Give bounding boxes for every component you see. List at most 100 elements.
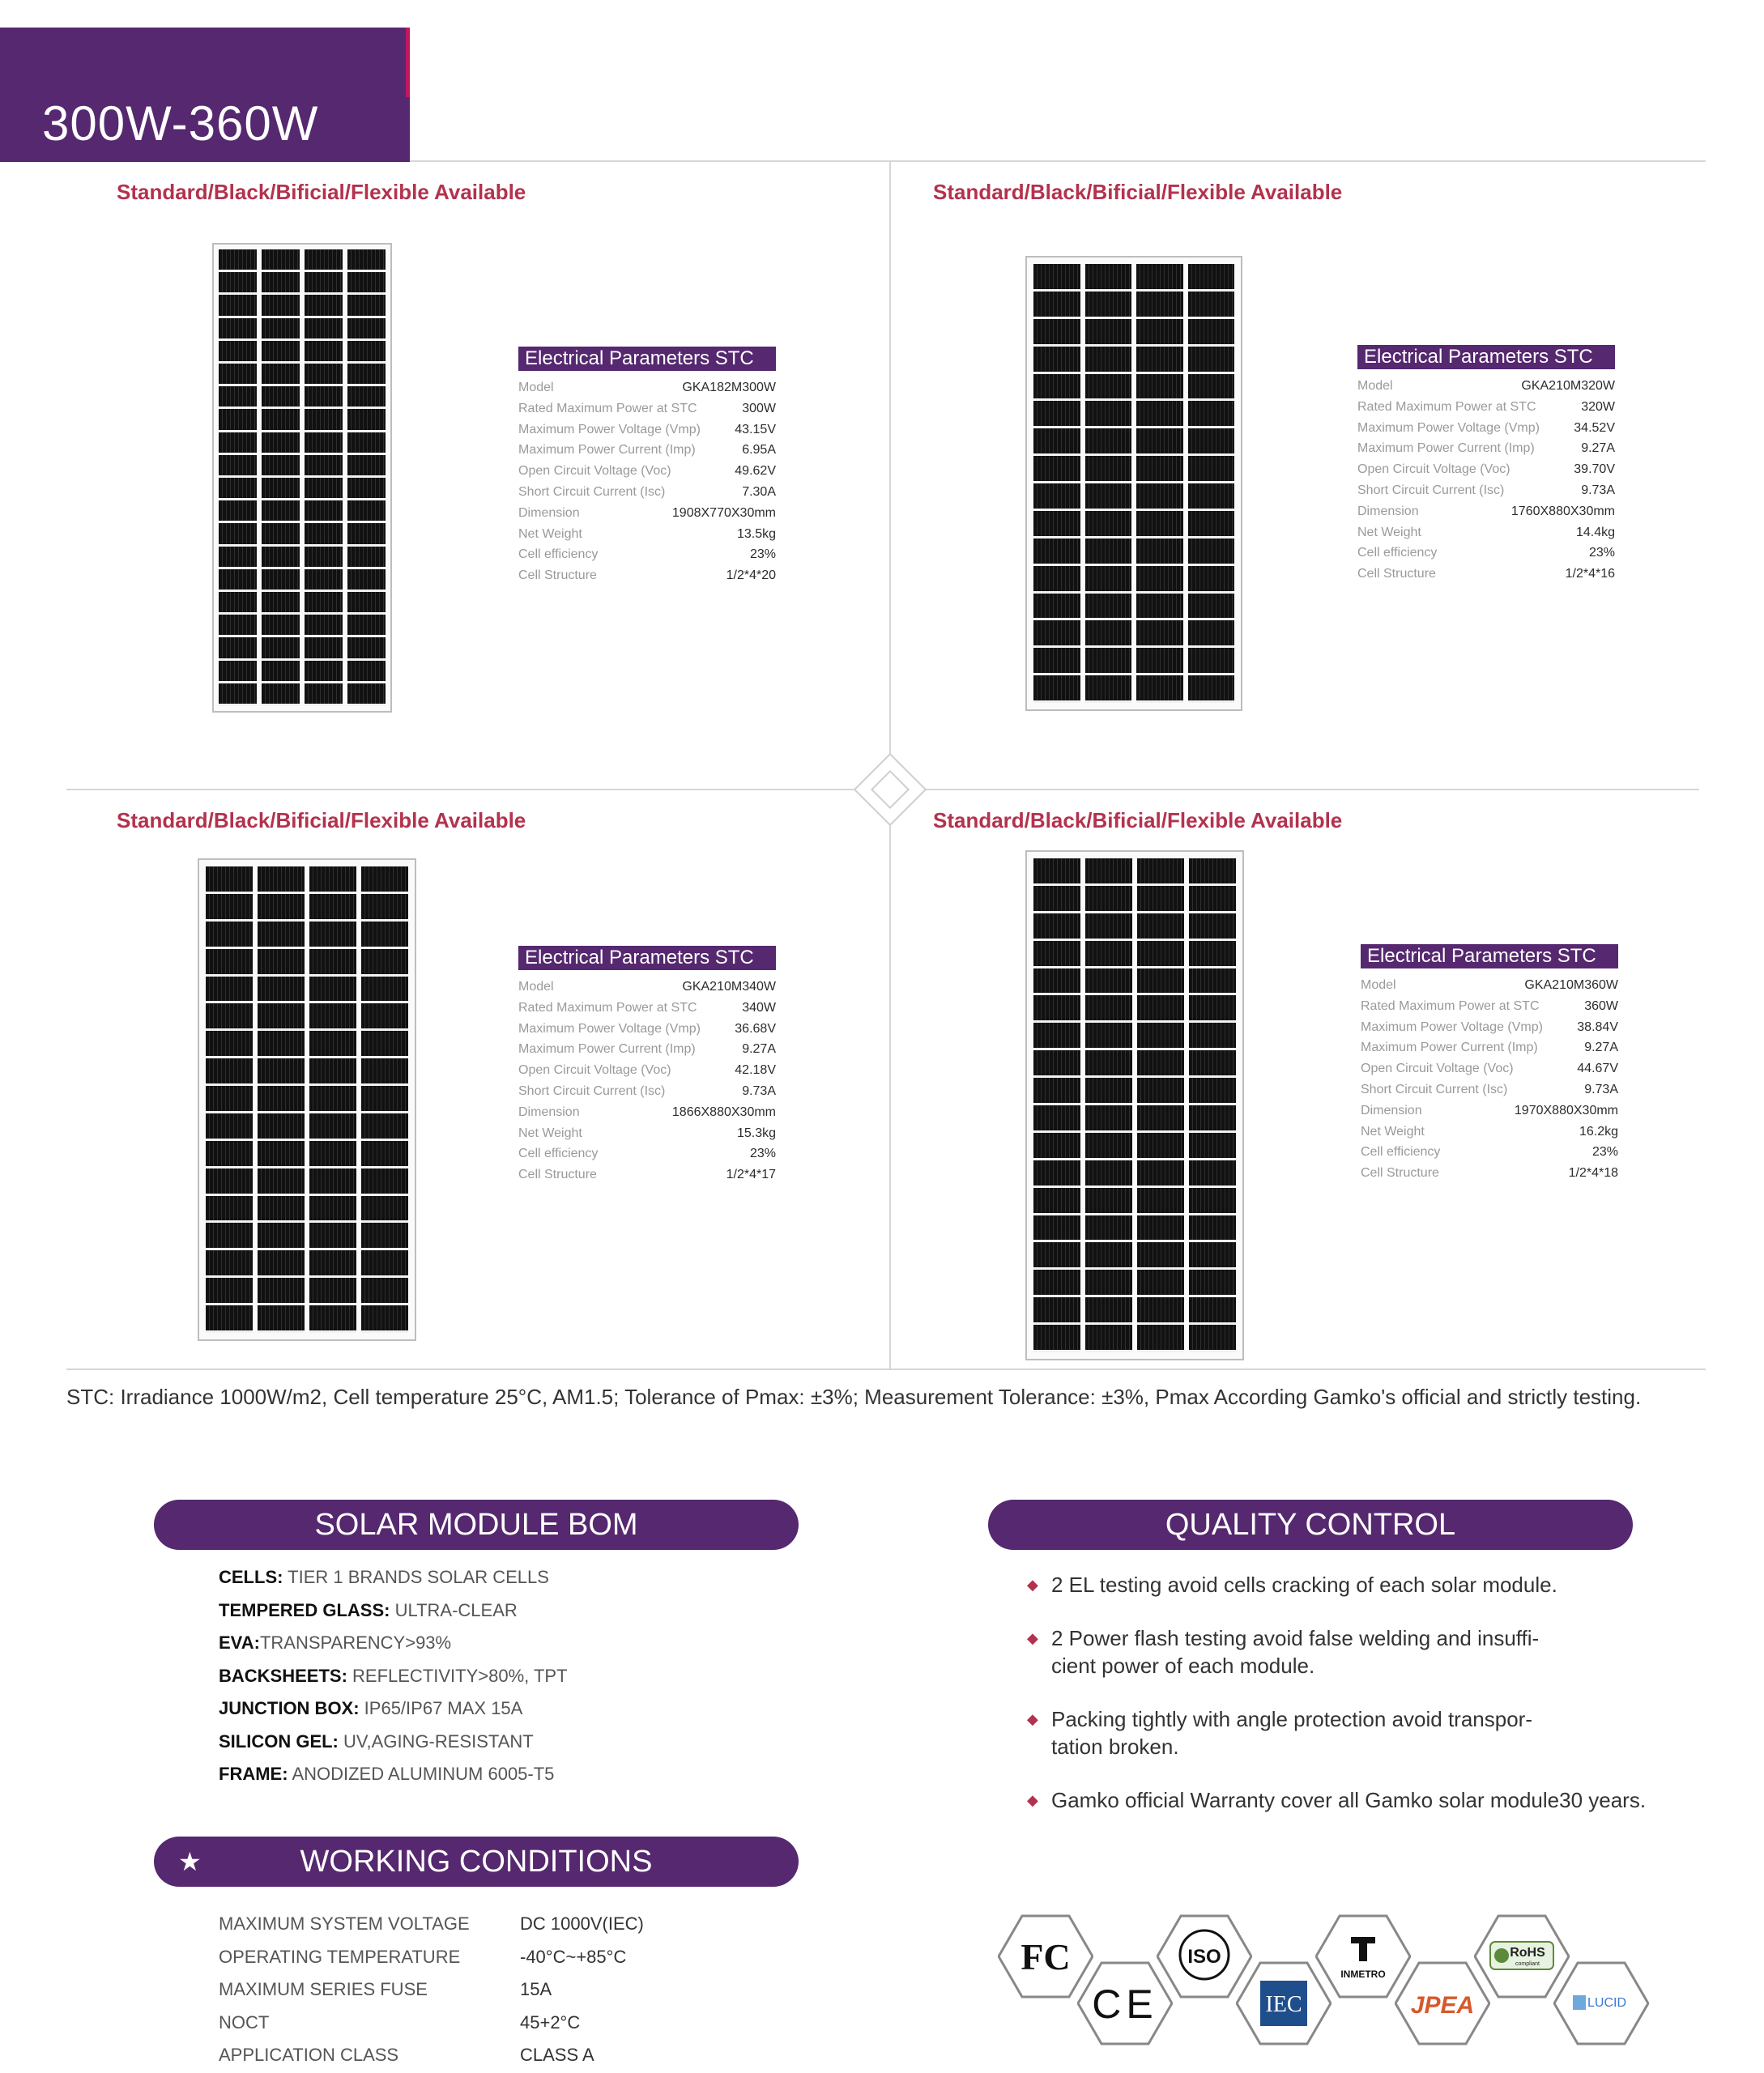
param-row: Dimension 1760X880X30mm: [1357, 501, 1615, 522]
param-row: Rated Maximum Power at STC 340W: [518, 998, 776, 1019]
param-value: 43.15V: [735, 422, 776, 436]
condition-label: APPLICATION CLASS: [219, 2045, 399, 2065]
quality-item: ◆ 2 Power flash testing avoid false weldi…: [1027, 1624, 1675, 1679]
param-value: GKA210M320W: [1521, 379, 1615, 393]
quality-title: QUALITY CONTROL: [1165, 1508, 1456, 1542]
param-label: Cell Structure: [518, 1168, 597, 1182]
param-value: 15.3kg: [736, 1126, 776, 1140]
top-divider: [410, 160, 1706, 162]
bom-value: REFLECTIVITY>80%, TPT: [347, 1665, 568, 1686]
bom-item: JUNCTION BOX: IP65/IP67 MAX 15A: [219, 1692, 568, 1726]
param-value: 1/2*4*17: [726, 1168, 776, 1182]
param-label: Net Weight: [1357, 525, 1421, 539]
param-label: Model: [1357, 379, 1393, 393]
param-value: 1970X880X30mm: [1514, 1103, 1618, 1117]
param-row: Model GKA210M340W: [518, 977, 776, 998]
param-row: Maximum Power Current (Imp) 9.27A: [518, 1039, 776, 1060]
bom-key: FRAME:: [219, 1764, 288, 1784]
param-label: Maximum Power Current (Imp): [1357, 441, 1535, 456]
param-row: Short Circuit Current (Isc) 9.73A: [518, 1081, 776, 1102]
param-label: Maximum Power Voltage (Vmp): [518, 1021, 701, 1036]
param-row: Net Weight 14.4kg: [1357, 522, 1615, 543]
param-label: Dimension: [1357, 504, 1419, 518]
quality-item-text: Gamko official Warranty cover all Gamko …: [1051, 1788, 1647, 1812]
quality-item-text: 2 Power flash testing avoid false weldin…: [1051, 1626, 1540, 1678]
solar-panel-image: [1025, 850, 1244, 1360]
rohs-logo: RoHS compliant: [1473, 1914, 1570, 1999]
param-value: 34.52V: [1574, 420, 1615, 435]
lucid-logo-text: LUCID: [1587, 1996, 1626, 2010]
param-row: Cell Structure 1/2*4*20: [518, 565, 776, 586]
param-row: Maximum Power Current (Imp) 9.27A: [1357, 438, 1615, 459]
bom-item: EVA:TRANSPARENCY>93%: [219, 1627, 568, 1660]
param-label: Maximum Power Voltage (Vmp): [1357, 420, 1540, 435]
params-title: Electrical Parameters STC: [518, 347, 776, 371]
param-label: Rated Maximum Power at STC: [518, 401, 697, 415]
bom-key: JUNCTION BOX:: [219, 1698, 360, 1718]
bom-item: CELLS: TIER 1 BRANDS SOLAR CELLS: [219, 1561, 568, 1594]
param-row: Short Circuit Current (Isc) 9.73A: [1357, 480, 1615, 501]
ce-logo: CE: [1076, 1961, 1174, 2045]
solar-panel-image: [198, 858, 416, 1341]
param-label: Short Circuit Current (Isc): [1357, 483, 1505, 497]
param-value: 44.67V: [1577, 1062, 1618, 1076]
param-value: 1908X770X30mm: [671, 505, 776, 520]
param-label: Net Weight: [1361, 1124, 1425, 1139]
param-row: Maximum Power Current (Imp) 9.27A: [1361, 1037, 1618, 1058]
param-value: 42.18V: [735, 1063, 776, 1078]
param-label: Short Circuit Current (Isc): [518, 484, 666, 499]
param-label: Cell Structure: [1357, 567, 1436, 581]
bom-value: IP65/IP67 MAX 15A: [359, 1698, 523, 1718]
condition-value: CLASS A: [520, 2045, 594, 2065]
header-band: [0, 28, 410, 162]
param-value: 49.62V: [735, 464, 776, 479]
iec-logo-text: IEC: [1265, 1992, 1302, 2017]
param-label: Cell Structure: [518, 568, 597, 583]
param-label: Model: [518, 381, 554, 394]
working-title: WORKING CONDITIONS: [300, 1845, 653, 1879]
condition-label: NOCT: [219, 2011, 270, 2033]
electrical-params-table: Electrical Parameters STC Model GKA210M340…: [518, 946, 776, 1185]
condition-label: MAXIMUM SYSTEM VOLTAGE: [219, 1913, 470, 1934]
param-row: Dimension 1970X880X30mm: [1361, 1100, 1618, 1122]
quality-item-text: Packing tightly with angle protection av…: [1051, 1707, 1532, 1759]
param-row: Short Circuit Current (Isc) 7.30A: [518, 482, 776, 503]
quality-item: ◆ 2 EL testing avoid cells cracking of ea…: [1027, 1571, 1675, 1598]
jpea-logo-text: JPEA: [1411, 1992, 1474, 2019]
param-value: 300W: [742, 401, 776, 415]
param-value: 340W: [742, 1000, 776, 1015]
param-label: Open Circuit Voltage (Voc): [518, 1063, 671, 1078]
iec-logo: IEC: [1235, 1961, 1332, 2045]
diamond-bullet-icon: ◆: [1027, 1577, 1038, 1593]
param-row: Cell efficiency 23%: [518, 544, 776, 565]
param-row: Maximum Power Current (Imp) 6.95A: [518, 440, 776, 461]
condition-value: 45+2°C: [520, 2011, 581, 2033]
param-label: Model: [518, 980, 554, 994]
param-row: Rated Maximum Power at STC 360W: [1361, 996, 1618, 1017]
param-label: Cell efficiency: [518, 1147, 599, 1161]
param-value: 9.27A: [1581, 441, 1615, 456]
param-row: Net Weight 16.2kg: [1361, 1122, 1618, 1143]
param-label: Maximum Power Voltage (Vmp): [1361, 1019, 1543, 1034]
param-label: Maximum Power Current (Imp): [518, 1042, 696, 1057]
working-condition-row: OPERATING TEMPERATURE -40°C~+85°C: [219, 1941, 644, 1974]
param-value: 39.70V: [1574, 462, 1615, 477]
bom-item: TEMPERED GLASS: ULTRA-CLEAR: [219, 1594, 568, 1628]
bom-value: TIER 1 BRANDS SOLAR CELLS: [283, 1567, 549, 1587]
condition-value: 15A: [520, 1979, 552, 1999]
bom-heading: SOLAR MODULE BOM: [154, 1500, 799, 1550]
solar-panel-image: [212, 243, 392, 713]
rohs-logo-text: RoHS: [1510, 1946, 1545, 1960]
quality-list: ◆ 2 EL testing avoid cells cracking of ea…: [1027, 1571, 1675, 1840]
param-row: Dimension 1866X880X30mm: [518, 1102, 776, 1123]
param-value: 23%: [1591, 1145, 1618, 1160]
param-label: Maximum Power Voltage (Vmp): [518, 422, 701, 436]
bom-item: FRAME: ANODIZED ALUMINUM 6005-T5: [219, 1758, 568, 1791]
bom-key: EVA:: [219, 1632, 260, 1653]
param-label: Cell efficiency: [1357, 546, 1438, 560]
param-value: 9.27A: [1584, 1041, 1618, 1055]
condition-label: MAXIMUM SERIES FUSE: [219, 1979, 428, 1999]
working-conditions-list: MAXIMUM SYSTEM VOLTAGE DC 1000V(IEC) OPERA…: [219, 1908, 644, 2072]
param-row: Open Circuit Voltage (Voc) 42.18V: [518, 1060, 776, 1081]
rohs-logo-subtext: compliant: [1515, 1961, 1540, 1967]
